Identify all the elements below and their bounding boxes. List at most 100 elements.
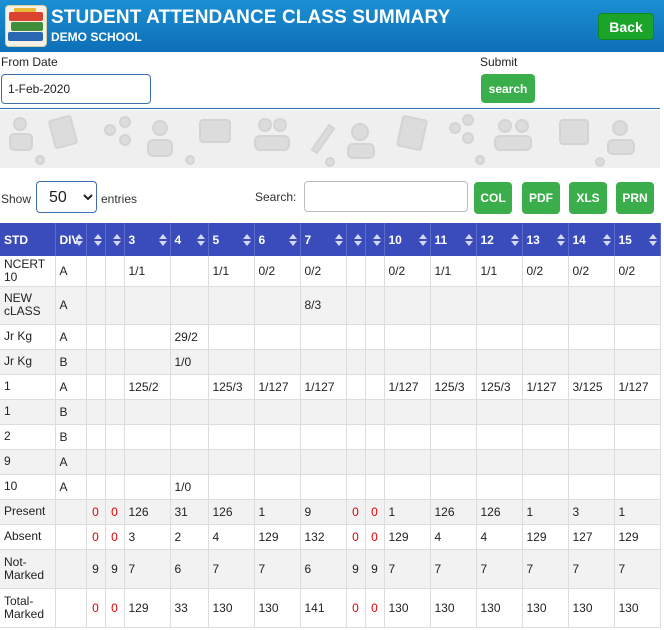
table-cell — [614, 449, 661, 475]
table-cell: 33 — [170, 588, 209, 628]
column-header[interactable]: 7 — [300, 223, 347, 256]
table-cell — [522, 286, 569, 325]
table-cell — [384, 286, 431, 325]
table-cell — [568, 449, 615, 475]
column-header[interactable] — [346, 223, 366, 256]
column-header[interactable]: DIV — [55, 223, 87, 256]
sort-arrows-icon — [242, 234, 251, 246]
table-cell — [522, 349, 569, 375]
table-cell: 6 — [170, 549, 209, 589]
column-header[interactable]: 4 — [170, 223, 209, 256]
table-cell: 129 — [522, 524, 569, 550]
table-cell — [105, 474, 125, 500]
table-cell — [170, 449, 209, 475]
table-cell: 126 — [124, 499, 171, 525]
entries-select[interactable]: 50 — [36, 181, 97, 213]
table-cell: 130 — [522, 588, 569, 628]
column-header[interactable] — [105, 223, 125, 256]
table-cell — [124, 349, 171, 375]
table-cell — [365, 324, 385, 350]
column-header-label: 15 — [618, 232, 632, 247]
table-cell: 130 — [430, 588, 477, 628]
xls-button[interactable]: XLS — [569, 182, 607, 214]
table-cell — [124, 449, 171, 475]
table-cell — [346, 324, 366, 350]
table-cell: 0 — [105, 524, 125, 550]
table-cell: 4 — [208, 524, 255, 550]
table-cell — [430, 349, 477, 375]
column-header[interactable]: 6 — [254, 223, 301, 256]
table-cell: A — [55, 474, 87, 500]
table-cell — [86, 256, 106, 287]
sort-arrows-icon — [74, 234, 83, 246]
table-cell: 8/3 — [300, 286, 347, 325]
table-body: NCERT 10 A 1/1 1/1 0/2 0/2 0/2 1/1 1/1 0/2 0/2 0/2 N… — [0, 256, 661, 628]
column-header[interactable]: STD — [0, 223, 56, 256]
table-cell — [522, 474, 569, 500]
show-label: Show — [1, 192, 32, 206]
table-cell: 31 — [170, 499, 209, 525]
table-cell — [124, 286, 171, 325]
table-cell — [430, 474, 477, 500]
table-cell — [124, 424, 171, 450]
table-cell: 130 — [614, 588, 661, 628]
row-label-cell: 10 — [0, 474, 56, 500]
table-cell: A — [55, 324, 87, 350]
table-cell: 2 — [170, 524, 209, 550]
column-header[interactable]: 5 — [208, 223, 255, 256]
table-cell — [254, 349, 301, 375]
column-header[interactable]: 3 — [124, 223, 171, 256]
column-header[interactable]: 15 — [614, 223, 661, 256]
table-cell — [476, 474, 523, 500]
column-header[interactable]: 13 — [522, 223, 569, 256]
table-cell: 130 — [384, 588, 431, 628]
page-title: STUDENT ATTENDANCE CLASS SUMMARY — [51, 7, 451, 28]
column-header[interactable]: 14 — [568, 223, 615, 256]
table-cell — [105, 399, 125, 425]
prn-button[interactable]: PRN — [616, 182, 654, 214]
from-date-input[interactable] — [1, 74, 151, 104]
column-header[interactable] — [365, 223, 385, 256]
column-header[interactable]: 10 — [384, 223, 431, 256]
column-header-label: 13 — [526, 232, 540, 247]
table-cell: 9 — [346, 549, 366, 589]
table-cell: 1/1 — [124, 256, 171, 287]
table-cell — [208, 349, 255, 375]
submit-label: Submit — [480, 55, 518, 69]
table-cell — [430, 324, 477, 350]
table-cell: 3 — [568, 499, 615, 525]
col-button[interactable]: COL — [474, 182, 512, 214]
sort-arrows-icon — [353, 234, 362, 246]
table-cell — [254, 324, 301, 350]
row-label-cell: NEW cLASS — [0, 286, 56, 325]
row-label-cell: Jr Kg — [0, 349, 56, 375]
pdf-button[interactable]: PDF — [522, 182, 560, 214]
row-label-cell: Not-Marked — [0, 549, 56, 589]
table-cell — [208, 286, 255, 325]
column-header[interactable] — [86, 223, 106, 256]
table-cell: 127 — [568, 524, 615, 550]
column-header-label: 7 — [304, 232, 312, 247]
table-cell: 1/1 — [476, 256, 523, 287]
table-cell: 0 — [105, 588, 125, 628]
table-cell — [522, 424, 569, 450]
column-header[interactable]: 11 — [430, 223, 477, 256]
table-cell — [476, 324, 523, 350]
back-button[interactable]: Back — [598, 13, 654, 40]
table-cell — [522, 399, 569, 425]
table-cell: 4 — [430, 524, 477, 550]
search-button[interactable]: search — [481, 74, 535, 103]
table-search-input[interactable] — [304, 181, 468, 212]
table-cell — [614, 286, 661, 325]
table-cell — [384, 349, 431, 375]
column-header-label: 5 — [212, 232, 220, 247]
sort-arrows-icon — [372, 234, 381, 246]
sort-arrows-icon — [418, 234, 427, 246]
table-cell: A — [55, 374, 87, 400]
table-cell — [254, 286, 301, 325]
table-cell: 0 — [346, 524, 366, 550]
column-header-label: DIV — [59, 232, 80, 247]
table-cell — [346, 449, 366, 475]
table-cell: 1/127 — [614, 374, 661, 400]
column-header[interactable]: 12 — [476, 223, 523, 256]
